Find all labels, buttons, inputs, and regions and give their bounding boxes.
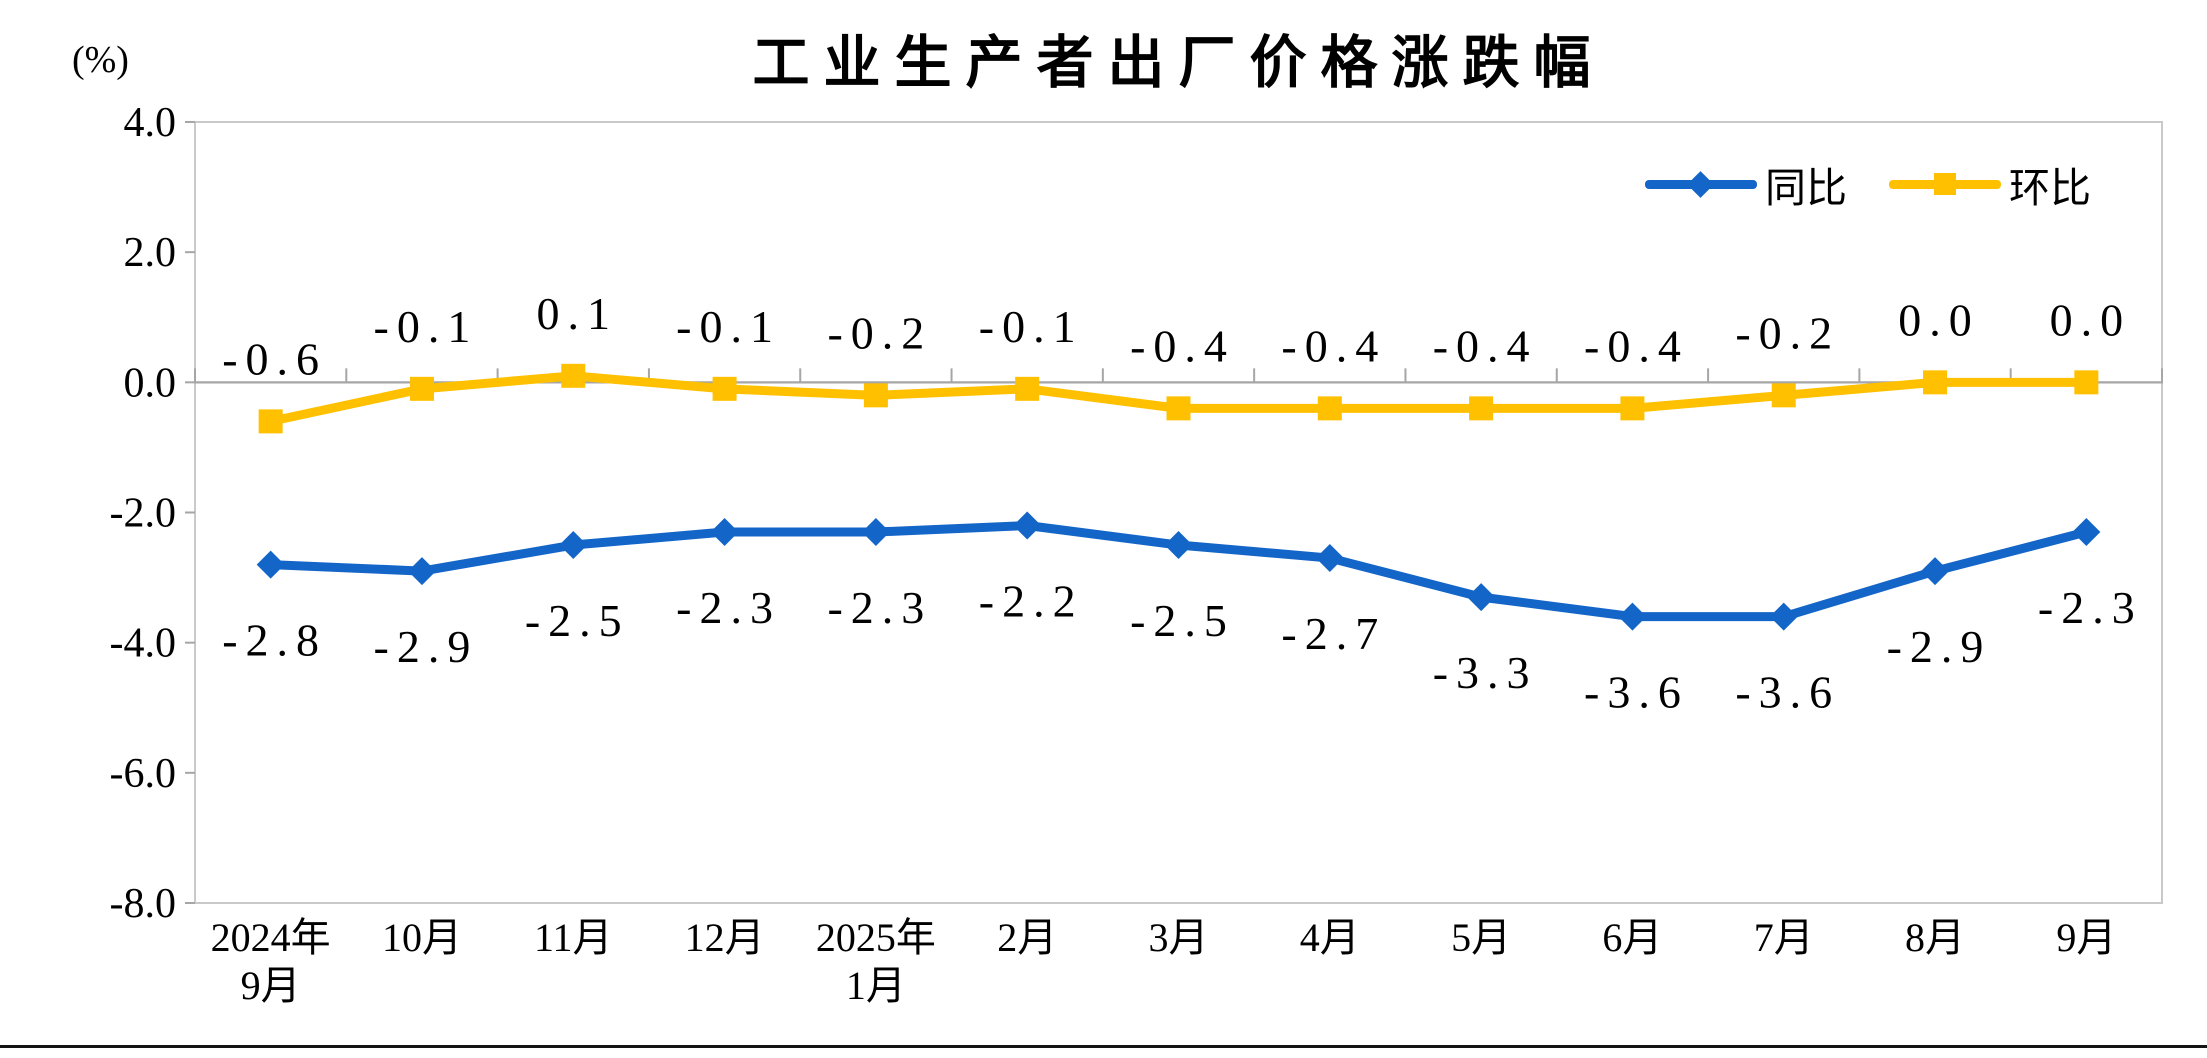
data-point-marker-square (1469, 396, 1494, 421)
data-point-marker-diamond (1618, 602, 1647, 631)
data-point-marker-square (1015, 376, 1040, 401)
y-axis-tick-label: -6.0 (110, 751, 177, 797)
data-point-marker-diamond (1467, 583, 1496, 612)
data-point-marker-diamond (559, 531, 588, 560)
data-point-marker-square (1166, 396, 1191, 421)
x-axis-category-label: 2024年 (211, 915, 331, 960)
data-point-marker-square (1771, 383, 1796, 408)
x-axis-category-label: 8月 (1905, 915, 1965, 960)
data-point-label: -2.7 (1281, 608, 1386, 659)
data-point-label: 0.0 (1898, 294, 1980, 345)
data-point-label: 0.1 (537, 288, 619, 339)
data-point-label: -0.6 (222, 333, 327, 384)
data-point-marker-square (561, 363, 586, 388)
y-axis-tick-label: 2.0 (124, 230, 177, 276)
legend-item-mom: 环比 (1889, 154, 2091, 214)
data-point-marker-square (712, 376, 737, 401)
data-point-label: -2.2 (979, 576, 1084, 627)
data-point-marker-diamond (2072, 518, 2101, 547)
x-axis-category-label: 2025年 (816, 915, 936, 960)
x-axis-category-label: 3月 (1149, 915, 1209, 960)
data-point-label: -2.3 (827, 582, 932, 633)
data-point-label: -2.3 (676, 582, 781, 633)
y-axis-tick-label: 0.0 (124, 360, 177, 406)
legend-swatch-mom (1889, 172, 2001, 195)
x-axis-category-label: 11月 (534, 915, 613, 960)
data-point-label: -3.3 (1433, 647, 1538, 698)
data-point-label: -2.5 (1130, 595, 1235, 646)
data-point-label: -0.1 (374, 301, 479, 352)
data-point-marker-diamond (861, 518, 890, 547)
data-point-label: -0.1 (979, 301, 1084, 352)
data-point-marker-diamond (1921, 557, 1950, 586)
legend-label-yoy: 同比 (1765, 165, 1847, 211)
y-axis-tick-label: -2.0 (110, 491, 177, 537)
data-point-label: -0.4 (1584, 320, 1689, 371)
x-axis-category-label: 12月 (685, 915, 765, 960)
footer-rule (0, 1045, 2207, 1048)
data-point-label: -3.6 (1735, 667, 1840, 718)
x-axis-category-label: 2月 (997, 915, 1057, 960)
data-point-marker-square (863, 383, 888, 408)
data-point-marker-square (1317, 396, 1342, 421)
data-point-marker-diamond (1013, 511, 1042, 540)
legend-label-mom: 环比 (2009, 165, 2091, 211)
x-axis-category-label: 10月 (382, 915, 462, 960)
legend-swatch-yoy (1645, 170, 1757, 198)
data-point-marker-diamond (1315, 544, 1344, 573)
data-point-label: -0.4 (1433, 320, 1538, 371)
data-point-label: 0.0 (2050, 294, 2132, 345)
data-point-label: -0.1 (676, 301, 781, 352)
data-point-label: -2.3 (2038, 582, 2143, 633)
y-axis-unit-label: (%) (72, 39, 129, 81)
data-point-label: -0.2 (1735, 307, 1840, 358)
data-point-label: -2.8 (222, 615, 327, 666)
data-point-marker-diamond (1164, 531, 1193, 560)
legend-item-yoy: 同比 (1645, 154, 1847, 214)
data-point-marker-diamond (1769, 602, 1798, 631)
data-point-label: -0.4 (1130, 320, 1235, 371)
data-point-marker-square (2074, 370, 2099, 395)
data-point-marker-square (1923, 370, 1948, 395)
data-point-label: -0.4 (1281, 320, 1386, 371)
data-point-marker-diamond (710, 518, 739, 547)
data-point-marker-diamond (256, 550, 285, 579)
x-axis-category-label: 9月 (241, 963, 301, 1008)
data-point-marker-diamond (407, 557, 436, 586)
data-point-label: -3.6 (1584, 667, 1689, 718)
x-axis-category-label: 9月 (2056, 915, 2116, 960)
data-point-marker-square (409, 376, 434, 401)
chart-title: 工业生产者出厂价格涨跌幅 (752, 31, 1605, 95)
legend: 同比 环比 (1645, 158, 2091, 211)
x-axis-category-label: 1月 (846, 963, 906, 1008)
x-axis-category-label: 6月 (1602, 915, 1662, 960)
data-point-label: -2.9 (374, 621, 479, 672)
x-axis-category-label: 4月 (1300, 915, 1360, 960)
plot-border (194, 121, 2163, 904)
y-axis-tick-label: -4.0 (110, 621, 177, 667)
y-axis-tick-label: 4.0 (124, 100, 177, 146)
data-point-marker-square (258, 409, 283, 434)
data-point-label: -2.9 (1887, 621, 1992, 672)
data-point-label: -0.2 (827, 307, 932, 358)
x-axis-category-label: 7月 (1754, 915, 1814, 960)
data-point-marker-square (1620, 396, 1645, 421)
x-axis-category-label: 5月 (1451, 915, 1511, 960)
y-axis-tick-label: -8.0 (110, 881, 177, 927)
data-point-label: -2.5 (525, 595, 630, 646)
square-marker-icon (1934, 172, 1956, 195)
